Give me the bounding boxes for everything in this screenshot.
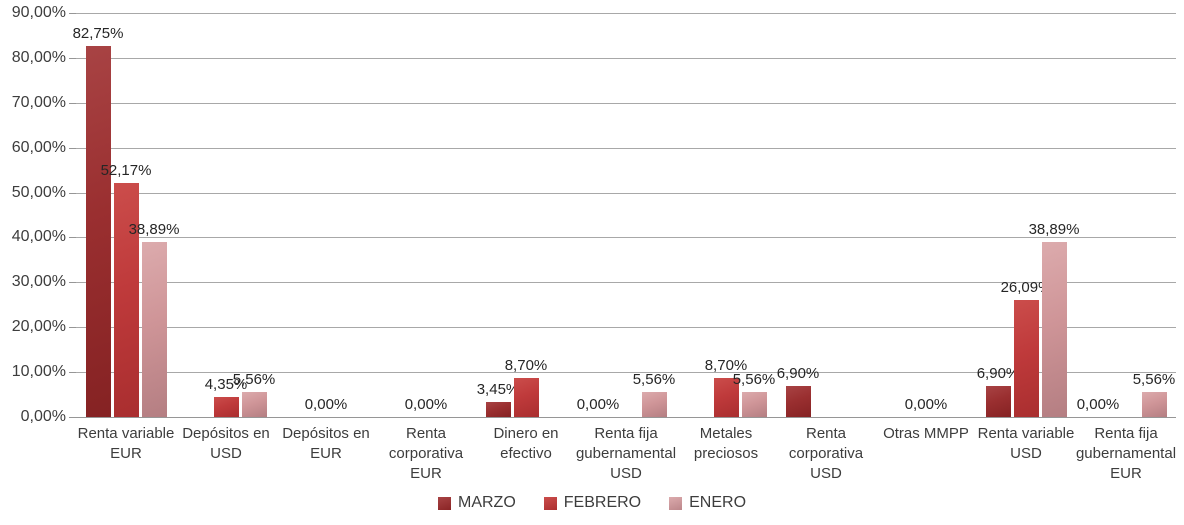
x-category-label: Renta variable EUR (77, 425, 175, 462)
bar-marzo (985, 386, 1011, 417)
bar-value-label: 6,90% (776, 365, 820, 383)
bar-value-label: 4,35% (204, 376, 248, 394)
x-category-label: Otras MMPP (883, 425, 969, 442)
bar-febrero (713, 377, 739, 417)
y-axis-label: 20,00% (11, 318, 66, 336)
bar-enero (141, 242, 167, 417)
bar-enero (1141, 392, 1167, 417)
bar-value-label: 5,56% (232, 371, 276, 389)
y-axis-tick (69, 417, 76, 418)
bar-enero (241, 392, 267, 417)
y-axis-tick (69, 57, 76, 59)
x-axis-line (76, 417, 1176, 418)
bar-febrero (213, 397, 239, 417)
bar-value-label: 8,70% (504, 356, 548, 374)
bar-value-label: 38,89% (1028, 221, 1080, 239)
y-axis-label: 40,00% (11, 228, 66, 246)
legend-label: MARZO (457, 494, 516, 511)
y-gridline (76, 372, 1176, 374)
legend-item-febrero: FEBRERO (543, 494, 642, 512)
y-axis-label: 50,00% (11, 183, 66, 201)
x-category-label: Renta corporativa USD (788, 425, 864, 482)
bar-value-label: 26,09% (1000, 278, 1052, 296)
y-axis-tick (69, 147, 76, 149)
y-axis-label: 70,00% (11, 93, 66, 111)
bar-febrero (113, 182, 139, 417)
bar-value-label: 5,56% (732, 371, 776, 389)
y-axis-label: 30,00% (11, 273, 66, 291)
legend: MARZO FEBRERO ENERO (0, 494, 1184, 512)
y-axis-tick (69, 372, 76, 374)
bar-value-label: 0,00% (904, 396, 948, 413)
y-gridline (76, 57, 1176, 59)
legend-label: ENERO (689, 494, 747, 511)
bar-value-label: 5,56% (1132, 371, 1176, 389)
x-category-label: Dinero en efectivo (493, 425, 559, 462)
x-category-label: Depósitos en USD (182, 425, 270, 462)
y-axis-tick (69, 237, 76, 239)
y-gridline (76, 13, 1176, 14)
y-axis-label: 60,00% (11, 138, 66, 156)
bar-value-label: 38,89% (128, 221, 180, 239)
bar-enero (741, 392, 767, 417)
x-category-label: Depósitos en EUR (282, 425, 370, 462)
legend-swatch-icon (543, 496, 557, 510)
legend-swatch-icon (437, 496, 451, 510)
bar-value-label: 0,00% (1076, 396, 1120, 413)
y-gridline (76, 192, 1176, 194)
y-gridline (76, 237, 1176, 239)
y-gridline (76, 147, 1176, 149)
x-category-label: Renta variable USD (977, 425, 1075, 462)
legend-swatch-icon (669, 496, 683, 510)
y-axis-tick (69, 102, 76, 104)
bar-febrero (1013, 299, 1039, 417)
y-gridline (76, 102, 1176, 104)
y-gridline (76, 327, 1176, 329)
bar-value-label: 82,75% (72, 24, 124, 42)
y-axis-tick (69, 192, 76, 194)
y-axis-label: 80,00% (11, 48, 66, 66)
y-axis-tick (69, 282, 76, 284)
y-axis-tick (69, 327, 76, 329)
legend-item-marzo: MARZO (437, 494, 516, 512)
bar-value-label: 0,00% (304, 396, 348, 413)
bar-value-label: 0,00% (576, 396, 620, 413)
bar-value-label: 6,90% (976, 365, 1020, 383)
bar-marzo (85, 45, 111, 417)
x-category-label: Metales preciosos (693, 425, 759, 462)
bar-value-label: 8,70% (704, 356, 748, 374)
x-category-label: Renta fija gubernamental EUR (1075, 425, 1177, 482)
y-gridline (76, 282, 1176, 284)
y-axis-label: 90,00% (11, 4, 66, 21)
bar-value-label: 3,45% (476, 380, 520, 398)
bar-febrero (513, 377, 539, 417)
legend-item-enero: ENERO (669, 494, 746, 512)
y-axis-tick (69, 13, 76, 14)
y-axis-label: 0,00% (20, 408, 66, 425)
bar-enero (1041, 242, 1067, 417)
bar-value-label: 52,17% (100, 161, 152, 179)
bar-value-label: 0,00% (404, 396, 448, 413)
x-category-label: Renta corporativa EUR (388, 425, 464, 482)
bar-marzo (785, 386, 811, 417)
bar-enero (641, 392, 667, 417)
bar-marzo (485, 401, 511, 417)
legend-label: FEBRERO (563, 494, 642, 511)
bar-value-label: 5,56% (632, 371, 676, 389)
x-category-label: Renta fija gubernamental USD (575, 425, 677, 482)
y-axis-label: 10,00% (11, 363, 66, 381)
